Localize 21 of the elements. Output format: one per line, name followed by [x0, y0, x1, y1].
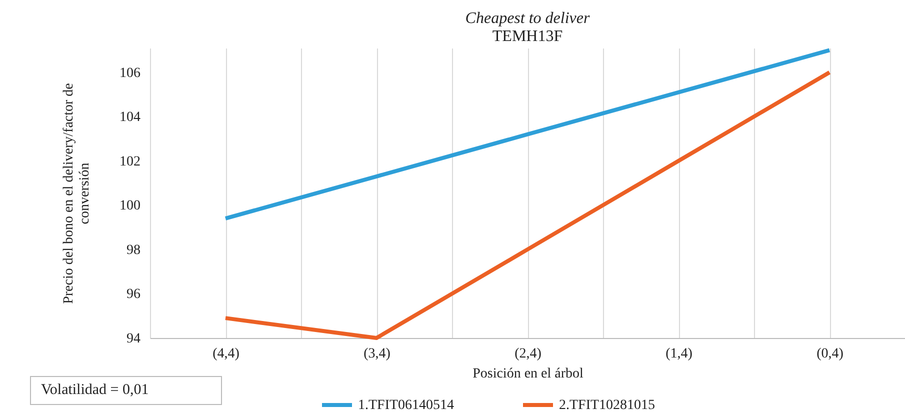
text: Volatilidad = 0,01: [30, 376, 222, 405]
x-axis-title: Posición en el árbol: [472, 366, 584, 382]
y-tick-label: 98: [126, 242, 140, 258]
legend-label: 1.TFIT06140514: [358, 398, 454, 413]
x-tick-label: (2,4): [514, 346, 542, 362]
y-tick-label: 94: [126, 332, 140, 346]
y-tick-label: 100: [120, 198, 140, 214]
line-series: [224, 70, 832, 340]
y-tick-label: 96: [126, 287, 140, 302]
chart-title: Cheapest to deliver: [465, 10, 590, 27]
x-tick-label: (3,4): [364, 346, 391, 362]
y-axis-title: Precio del bono en el delivery/factor de conversión: [62, 83, 92, 304]
line-series: [224, 48, 832, 220]
y-tick-label: 106: [120, 66, 140, 81]
x-tick-label: (4,4): [212, 346, 240, 362]
chart-subtitle: TEMH13F: [492, 28, 563, 45]
y-tick-label: 102: [120, 154, 140, 170]
legend-label: 2.TFIT10281015: [559, 398, 656, 413]
x-tick-label: (1,4): [666, 346, 693, 362]
y-tick-label: 104: [120, 110, 140, 126]
x-tick-label: (0,4): [816, 346, 844, 362]
